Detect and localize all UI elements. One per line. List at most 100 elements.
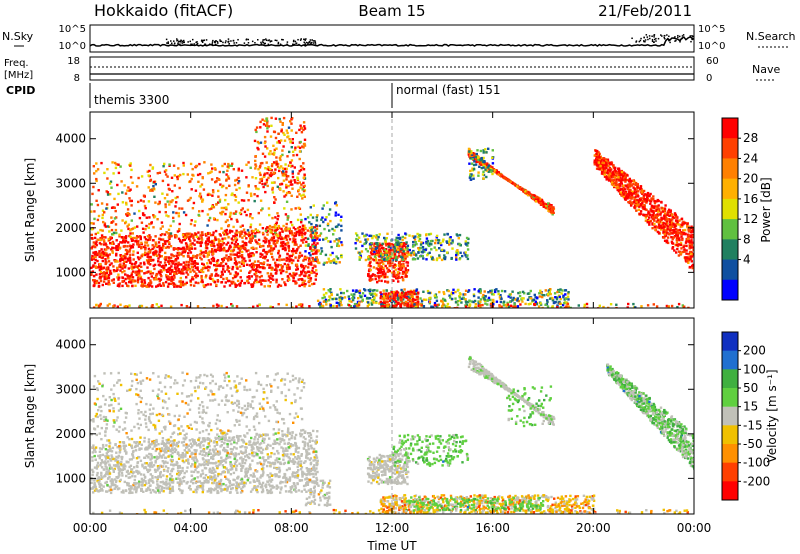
power-cell <box>473 160 476 163</box>
power-cell <box>504 177 508 181</box>
power-cell <box>484 166 488 169</box>
power-cell <box>242 262 245 265</box>
power-cell <box>176 248 180 251</box>
power-cell <box>272 161 276 164</box>
power-cell <box>222 184 225 188</box>
power-cell <box>387 261 390 264</box>
power-cell <box>668 214 671 217</box>
power-cell <box>425 233 428 237</box>
power-cell <box>169 259 172 263</box>
power-cell <box>214 248 217 252</box>
power-cell <box>358 301 361 304</box>
power-cell <box>322 293 326 297</box>
power-cell <box>249 252 252 255</box>
power-cell <box>386 303 389 306</box>
power-cell <box>297 172 300 175</box>
power-cell <box>97 285 101 288</box>
power-cell <box>245 213 248 217</box>
power-cell <box>289 180 292 184</box>
power-cell <box>132 253 135 256</box>
power-cell <box>279 187 282 190</box>
power-cell <box>265 240 268 243</box>
power-cell <box>518 291 522 294</box>
power-cell <box>311 243 314 246</box>
power-cell <box>467 237 470 241</box>
power-cell <box>370 301 373 305</box>
power-cell <box>218 170 221 174</box>
power-cell <box>241 207 244 210</box>
power-cell <box>158 210 161 214</box>
power-cell <box>263 173 266 177</box>
power-cell <box>308 284 311 287</box>
power-cell <box>169 224 172 228</box>
power-cell <box>149 255 152 259</box>
power-cell <box>211 194 214 197</box>
power-cell <box>394 243 397 246</box>
power-cell <box>283 246 287 249</box>
power-cell <box>377 279 381 282</box>
power-cell <box>181 280 185 283</box>
power-cell <box>378 233 381 236</box>
power-cell <box>263 141 267 145</box>
power-cell <box>103 240 106 243</box>
power-cell <box>401 267 404 270</box>
power-cell <box>670 236 673 239</box>
power-cell <box>261 253 264 256</box>
power-cell <box>689 244 692 248</box>
power-cell <box>254 228 257 231</box>
power-cell <box>554 300 557 304</box>
power-cell <box>105 243 108 247</box>
power-cell <box>398 276 401 279</box>
power-cell <box>188 247 192 251</box>
power-cell <box>265 124 269 127</box>
power-cell <box>223 285 226 288</box>
power-cell <box>332 233 335 236</box>
power-cell <box>190 247 194 250</box>
power-cell <box>296 267 299 271</box>
power-cell <box>160 221 164 224</box>
power-cell <box>284 234 288 238</box>
power-cell <box>691 246 694 249</box>
power-cell <box>195 164 199 168</box>
power-cell <box>176 257 180 260</box>
power-cell <box>326 201 329 204</box>
power-cell <box>265 252 268 256</box>
power-cell <box>140 278 144 281</box>
power-cell <box>201 262 204 265</box>
power-cell <box>125 203 128 206</box>
power-cell <box>151 239 155 242</box>
power-cell <box>199 185 202 188</box>
power-cell <box>310 228 313 232</box>
power-cell <box>360 250 364 253</box>
power-cell <box>99 276 102 279</box>
power-cell <box>259 280 262 283</box>
power-cell <box>187 260 191 264</box>
power-cell <box>401 235 404 239</box>
power-cell <box>361 232 364 235</box>
power-cell <box>562 294 565 297</box>
power-cell <box>202 266 205 270</box>
power-cell <box>240 230 243 233</box>
power-cell <box>152 246 156 249</box>
power-cell <box>189 283 193 287</box>
power-cell <box>335 297 338 301</box>
power-cell <box>482 156 485 160</box>
power-cell <box>237 180 241 183</box>
power-cell <box>157 241 161 244</box>
power-cell <box>214 168 217 171</box>
power-cell <box>403 296 407 299</box>
power-cell <box>137 244 141 247</box>
power-cell <box>136 281 140 284</box>
power-cell <box>121 276 125 280</box>
power-cell <box>265 238 268 241</box>
power-cell <box>312 259 315 263</box>
power-cell <box>397 275 400 278</box>
power-cell <box>368 292 372 295</box>
power-cell <box>367 289 370 292</box>
power-cell <box>221 273 224 276</box>
power-cell <box>406 304 409 307</box>
power-cell <box>285 259 288 262</box>
power-cell <box>298 231 301 235</box>
power-cell <box>386 300 389 304</box>
